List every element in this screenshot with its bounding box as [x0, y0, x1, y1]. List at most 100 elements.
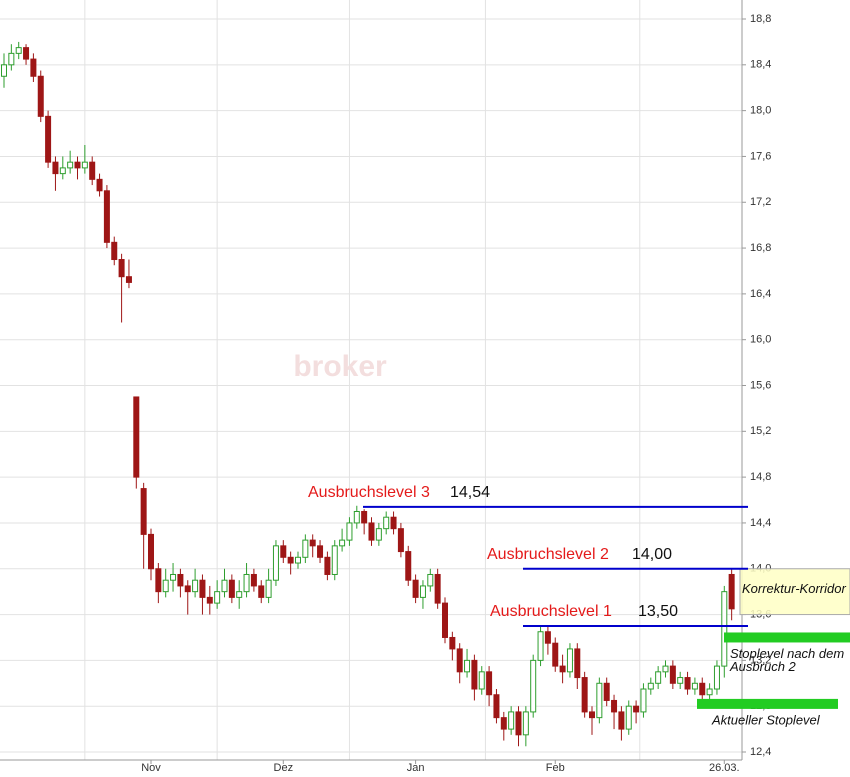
corridor-label: Korrektur-Korridor [742, 581, 846, 596]
candle-body [397, 528, 404, 553]
stop-label: Stoplevel nach dem [730, 646, 844, 661]
candle-body [640, 688, 647, 713]
candle-body [96, 178, 103, 192]
candle-body [530, 659, 537, 713]
candle-body [464, 659, 471, 673]
annotations: Korrektur-Korridor Ausbruchslevel 3 14,54 A… [308, 484, 850, 727]
candle-body [647, 682, 654, 690]
candle-body [486, 671, 493, 696]
candle-body [405, 551, 412, 581]
candle-body [544, 631, 551, 644]
candle-body [655, 671, 662, 684]
candle-body [192, 579, 199, 593]
corridor-band [739, 568, 850, 616]
candle-body [706, 688, 713, 696]
stop-bar [724, 632, 850, 643]
y-tick-label: 14,4 [750, 517, 771, 529]
y-tick-label: 13,2 [750, 654, 771, 666]
candle-body [265, 579, 272, 598]
y-tick-label: 15,2 [750, 425, 771, 437]
candle-body [669, 665, 676, 684]
candle-body [699, 682, 706, 696]
y-tick-label: 12,4 [750, 746, 771, 758]
candle-body [361, 510, 368, 524]
candle-body [721, 591, 728, 667]
candle-body [23, 47, 30, 60]
candle-body [111, 241, 118, 261]
candle-body [67, 161, 74, 169]
candle-body [581, 677, 588, 713]
candle-body [633, 705, 640, 713]
candle-body [471, 659, 478, 690]
candle-body [456, 648, 463, 673]
candle-body [103, 190, 110, 243]
candle-body [170, 573, 177, 581]
candle-body [317, 545, 324, 558]
candle-body [691, 682, 698, 690]
candle-body [302, 539, 309, 558]
stop-label: Ausbruch 2 [729, 659, 797, 674]
candle-body [611, 699, 618, 713]
candle-body [236, 591, 243, 598]
y-tick-label: 16,8 [750, 242, 771, 254]
candle-body [375, 528, 382, 541]
candle-body [74, 161, 81, 169]
level-label: Ausbruchslevel 1 [490, 603, 612, 620]
candle-body [148, 533, 154, 570]
candle-body [427, 573, 434, 587]
candle-body [280, 545, 287, 558]
candle-body [434, 573, 441, 604]
candle-body [728, 573, 735, 610]
candle-body [133, 396, 140, 478]
candle-body [125, 276, 132, 283]
candle-body [383, 516, 390, 530]
y-tick-label: 18,0 [750, 105, 771, 117]
candle-body [500, 717, 507, 730]
y-tick-label: 17,2 [750, 196, 771, 208]
candle-body [478, 671, 485, 690]
candle-body [214, 591, 221, 604]
candle-body [324, 556, 331, 575]
candle-body [625, 705, 632, 730]
candle-body [566, 648, 573, 673]
candle-body [522, 711, 529, 736]
y-tick-label: 16,0 [750, 334, 771, 346]
candle-body [272, 545, 279, 581]
level-value: 14,00 [632, 546, 672, 563]
candle-body [228, 579, 235, 598]
level-value: 14,54 [450, 484, 490, 501]
stop-label: Aktueller Stoplevel [711, 712, 821, 727]
candle-body [118, 259, 125, 278]
candle-body [15, 47, 22, 54]
candle-body [206, 596, 213, 604]
candle-body [37, 75, 44, 117]
candle-body [162, 579, 169, 593]
candle-body [353, 510, 360, 524]
y-tick-label: 17,6 [750, 150, 771, 162]
candle-body [81, 161, 88, 169]
y-tick-label: 18,4 [750, 59, 771, 71]
candle-body [508, 711, 515, 730]
candle-body [346, 522, 353, 541]
candle-body [449, 636, 456, 650]
candle-body [603, 682, 610, 701]
candle-body [1, 64, 7, 77]
stop-bar [697, 698, 838, 709]
y-tick-label: 15,6 [750, 379, 771, 391]
candle-body [662, 665, 669, 673]
level-label: Ausbruchslevel 3 [308, 484, 430, 501]
candle-body [184, 585, 191, 593]
candle-body [8, 52, 15, 66]
watermark: broker [293, 350, 387, 383]
candle-body [258, 585, 265, 598]
x-tick-label: Feb [546, 762, 565, 774]
level-value: 13,50 [638, 603, 678, 620]
candle-body [309, 539, 316, 547]
candle-body [574, 648, 581, 679]
candle-body [199, 579, 206, 598]
candle-body [295, 556, 301, 564]
candle-body [493, 694, 500, 719]
candle-body [368, 522, 375, 541]
